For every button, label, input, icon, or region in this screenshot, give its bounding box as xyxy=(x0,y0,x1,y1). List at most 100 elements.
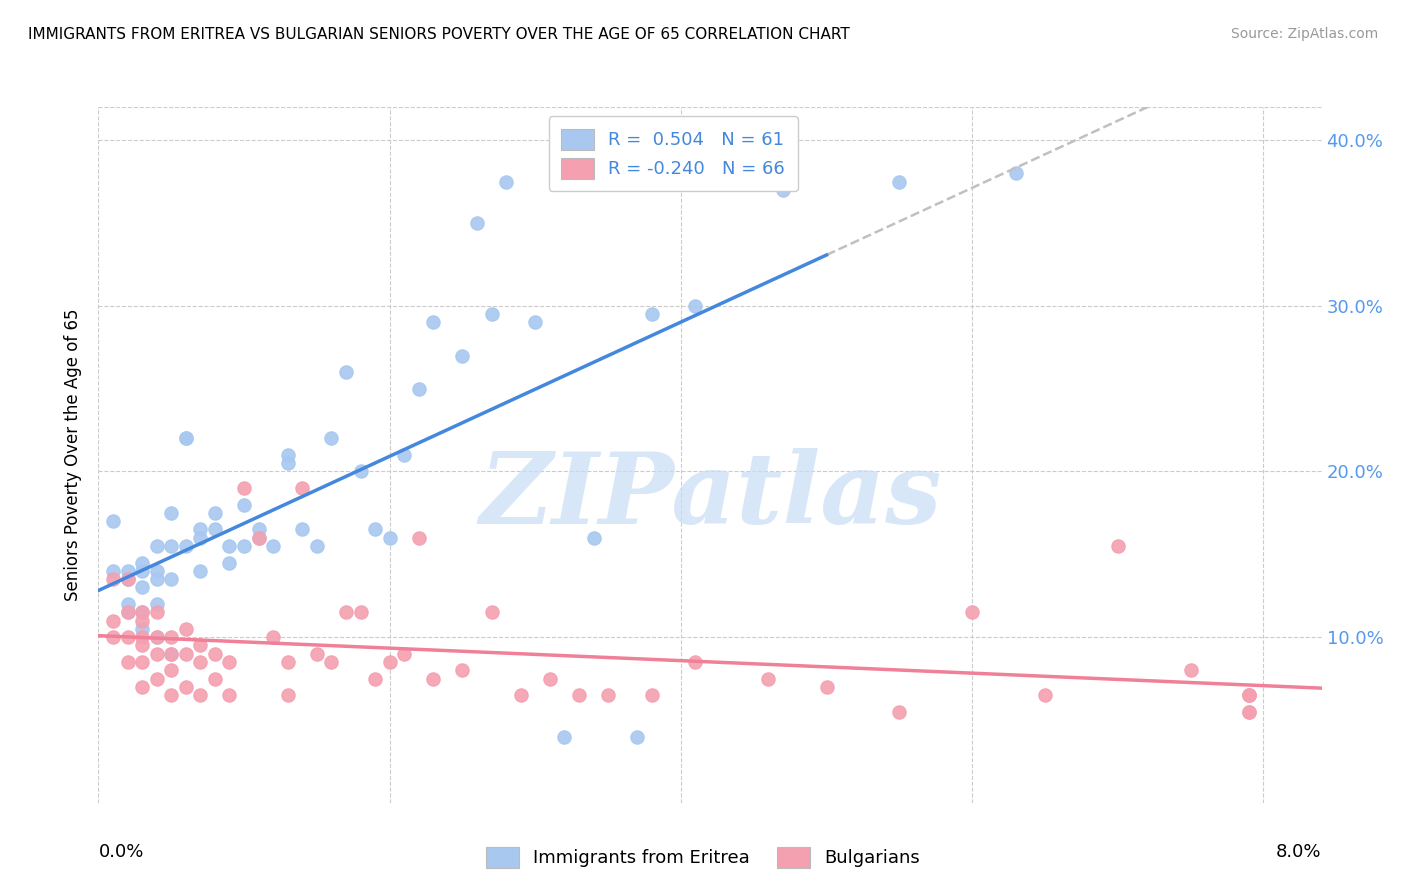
Point xyxy=(117,564,139,578)
Y-axis label: Seniors Poverty Over the Age of 65: Seniors Poverty Over the Age of 65 xyxy=(65,309,83,601)
Point xyxy=(145,672,167,686)
Point xyxy=(364,672,387,686)
Point xyxy=(247,531,270,545)
Point xyxy=(101,564,124,578)
Point xyxy=(101,630,124,644)
Point xyxy=(117,655,139,669)
Point xyxy=(101,614,124,628)
Point xyxy=(277,655,299,669)
Point xyxy=(204,672,226,686)
Point xyxy=(960,605,983,619)
Point xyxy=(218,688,240,702)
Point xyxy=(262,630,284,644)
Point xyxy=(160,572,183,586)
Point xyxy=(305,647,328,661)
Point xyxy=(495,175,517,189)
Point xyxy=(160,647,183,661)
Point xyxy=(349,465,371,479)
Point xyxy=(188,688,212,702)
Point xyxy=(538,672,561,686)
Point xyxy=(378,655,401,669)
Point xyxy=(378,531,401,545)
Point xyxy=(188,523,212,537)
Text: 8.0%: 8.0% xyxy=(1277,843,1322,861)
Point xyxy=(117,572,139,586)
Point xyxy=(117,630,139,644)
Point xyxy=(101,572,124,586)
Point xyxy=(247,531,270,545)
Point xyxy=(160,630,183,644)
Point xyxy=(582,531,605,545)
Point xyxy=(422,672,444,686)
Point xyxy=(233,498,256,512)
Point xyxy=(335,605,357,619)
Point xyxy=(422,315,444,329)
Point xyxy=(626,730,648,744)
Point xyxy=(247,523,270,537)
Point xyxy=(262,539,284,553)
Point xyxy=(481,605,503,619)
Point xyxy=(204,523,226,537)
Point xyxy=(188,531,212,545)
Point xyxy=(465,216,488,230)
Point xyxy=(160,647,183,661)
Point xyxy=(392,647,416,661)
Point xyxy=(772,183,794,197)
Point xyxy=(305,539,328,553)
Point xyxy=(145,597,167,611)
Point xyxy=(145,572,167,586)
Point xyxy=(117,572,139,586)
Point xyxy=(131,639,153,653)
Point xyxy=(1237,688,1260,702)
Point xyxy=(889,175,911,189)
Point xyxy=(408,382,430,396)
Point xyxy=(131,564,153,578)
Point xyxy=(101,514,124,528)
Point xyxy=(117,605,139,619)
Point xyxy=(321,655,343,669)
Text: Source: ZipAtlas.com: Source: ZipAtlas.com xyxy=(1230,27,1378,41)
Point xyxy=(392,448,416,462)
Point xyxy=(335,365,357,379)
Point xyxy=(596,688,619,702)
Point xyxy=(117,597,139,611)
Point xyxy=(349,605,371,619)
Point xyxy=(131,680,153,694)
Point xyxy=(728,166,751,180)
Text: 0.0%: 0.0% xyxy=(98,843,143,861)
Point xyxy=(131,581,153,595)
Point xyxy=(815,680,838,694)
Point xyxy=(408,531,430,545)
Point xyxy=(685,299,707,313)
Point xyxy=(145,630,167,644)
Point xyxy=(233,539,256,553)
Point xyxy=(131,655,153,669)
Point xyxy=(188,639,212,653)
Point xyxy=(641,307,664,321)
Point xyxy=(889,705,911,719)
Point xyxy=(188,655,212,669)
Point xyxy=(218,539,240,553)
Point xyxy=(145,605,167,619)
Point xyxy=(160,506,183,520)
Point xyxy=(131,605,153,619)
Point xyxy=(218,556,240,570)
Point xyxy=(145,564,167,578)
Point xyxy=(131,605,153,619)
Point xyxy=(204,506,226,520)
Point xyxy=(131,622,153,636)
Legend: R =  0.504   N = 61, R = -0.240   N = 66: R = 0.504 N = 61, R = -0.240 N = 66 xyxy=(548,116,797,191)
Point xyxy=(174,680,197,694)
Point xyxy=(233,481,256,495)
Point xyxy=(1237,705,1260,719)
Point xyxy=(174,431,197,445)
Point xyxy=(641,688,664,702)
Point xyxy=(524,315,547,329)
Point xyxy=(1004,166,1026,180)
Point xyxy=(131,556,153,570)
Point xyxy=(131,630,153,644)
Point xyxy=(568,688,591,702)
Point xyxy=(174,647,197,661)
Point xyxy=(364,523,387,537)
Point xyxy=(145,539,167,553)
